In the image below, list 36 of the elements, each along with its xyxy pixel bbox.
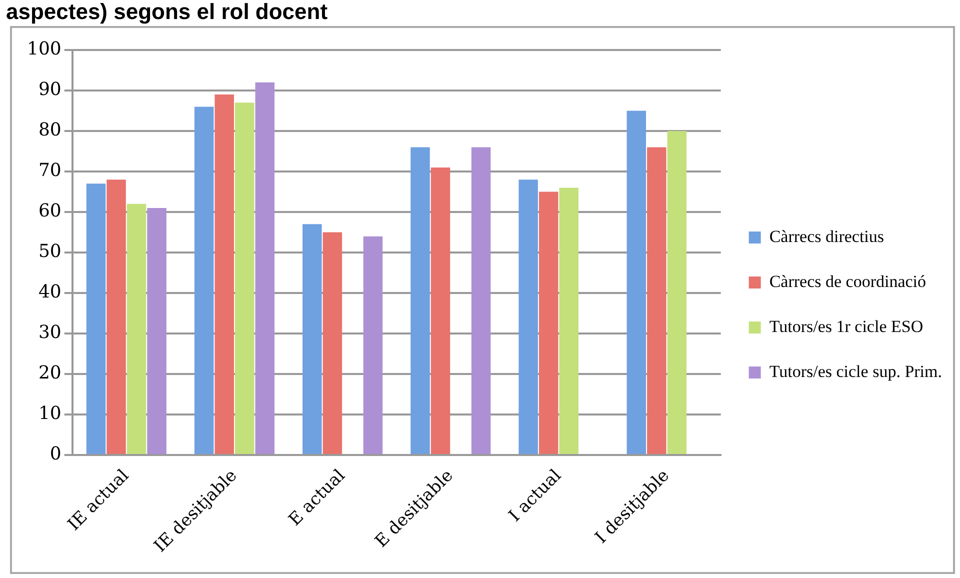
bar (518, 180, 538, 454)
bar (626, 110, 646, 454)
bar (363, 236, 383, 454)
bar (255, 82, 274, 454)
y-tick-label: 50 (38, 241, 62, 262)
bar (667, 131, 687, 454)
bar (214, 94, 234, 454)
y-tick-label: 70 (38, 160, 62, 182)
bar (234, 102, 254, 454)
y-tick-label: 40 (38, 282, 62, 303)
bar (559, 188, 578, 454)
legend-label: Tutors/es 1r cicle ESO (769, 316, 924, 336)
bar (538, 192, 558, 454)
y-tick-label: 20 (38, 362, 62, 384)
bar (302, 224, 322, 454)
bar (410, 147, 430, 454)
y-tick-label: 100 (26, 38, 62, 60)
bar (430, 167, 450, 454)
y-tick-label: 80 (38, 120, 62, 141)
bar (194, 106, 214, 454)
y-tick-label: 10 (38, 403, 62, 424)
y-tick-label: 60 (38, 200, 62, 222)
bar (147, 208, 166, 454)
bar (647, 147, 666, 454)
bar (106, 180, 126, 454)
legend-label: Càrrecs de coordinació (769, 272, 926, 291)
bar (126, 204, 146, 454)
bar (86, 184, 106, 454)
legend-label: Càrrecs directius (769, 226, 884, 246)
legend-label: Tutors/es cicle sup. Prim. (769, 362, 942, 381)
chart-title: aspectes) segons el rol docent (6, 0, 328, 24)
bar (322, 232, 342, 454)
y-tick-label: 90 (38, 79, 62, 100)
y-tick-label: 30 (38, 322, 62, 344)
y-tick-label: 0 (50, 444, 62, 465)
bar (471, 147, 491, 454)
